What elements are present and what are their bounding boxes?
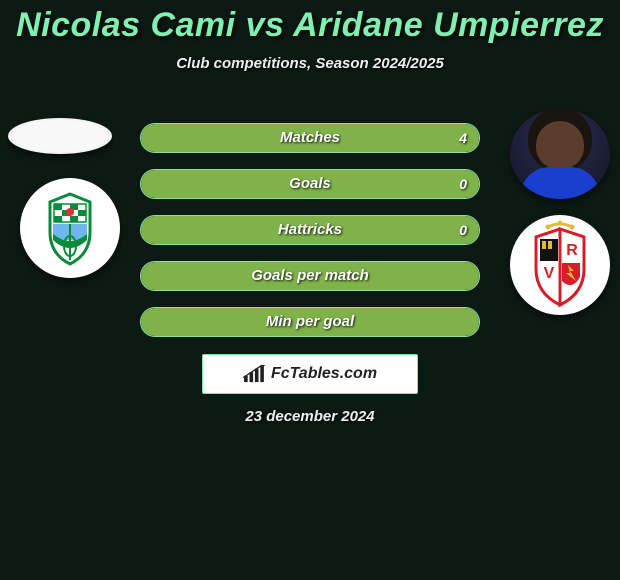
player2-club-crest: R V [510,215,610,315]
player2-avatar [510,109,610,199]
stat-label: Hattricks [141,216,479,244]
stat-row-matches: Matches 4 [140,123,480,153]
stat-row-gpm: Goals per match [140,261,480,291]
stat-row-goals: Goals 0 [140,169,480,199]
racing-ferrol-icon [20,178,120,278]
footer-date: 23 december 2024 [0,408,620,425]
player1-avatar [8,118,112,154]
subtitle: Club competitions, Season 2024/2025 [0,55,620,72]
svg-text:R: R [566,242,578,259]
player2-name: Aridane Umpierrez [293,6,604,44]
stat-right-value: 4 [459,124,467,152]
comparison-title: Nicolas Cami vs Aridane Umpierrez [0,0,620,45]
player1-name: Nicolas Cami [16,6,236,44]
brand-box: FcTables.com [202,354,418,394]
bar-chart-icon [243,365,265,383]
stat-label: Min per goal [141,308,479,336]
stat-label: Matches [141,124,479,152]
stat-row-hattricks: Hattricks 0 [140,215,480,245]
stat-right-value: 0 [459,216,467,244]
stat-label: Goals [141,170,479,198]
vs-label: vs [246,6,285,44]
stat-row-mpg: Min per goal [140,307,480,337]
svg-text:V: V [544,265,555,282]
stat-label: Goals per match [141,262,479,290]
brand-text: FcTables.com [271,365,377,383]
rayo-vallecano-icon: R V [510,215,610,315]
stat-rows: Matches 4 Goals 0 Hattricks 0 Goals per … [140,123,480,353]
player1-club-crest [20,178,120,278]
stat-right-value: 0 [459,170,467,198]
